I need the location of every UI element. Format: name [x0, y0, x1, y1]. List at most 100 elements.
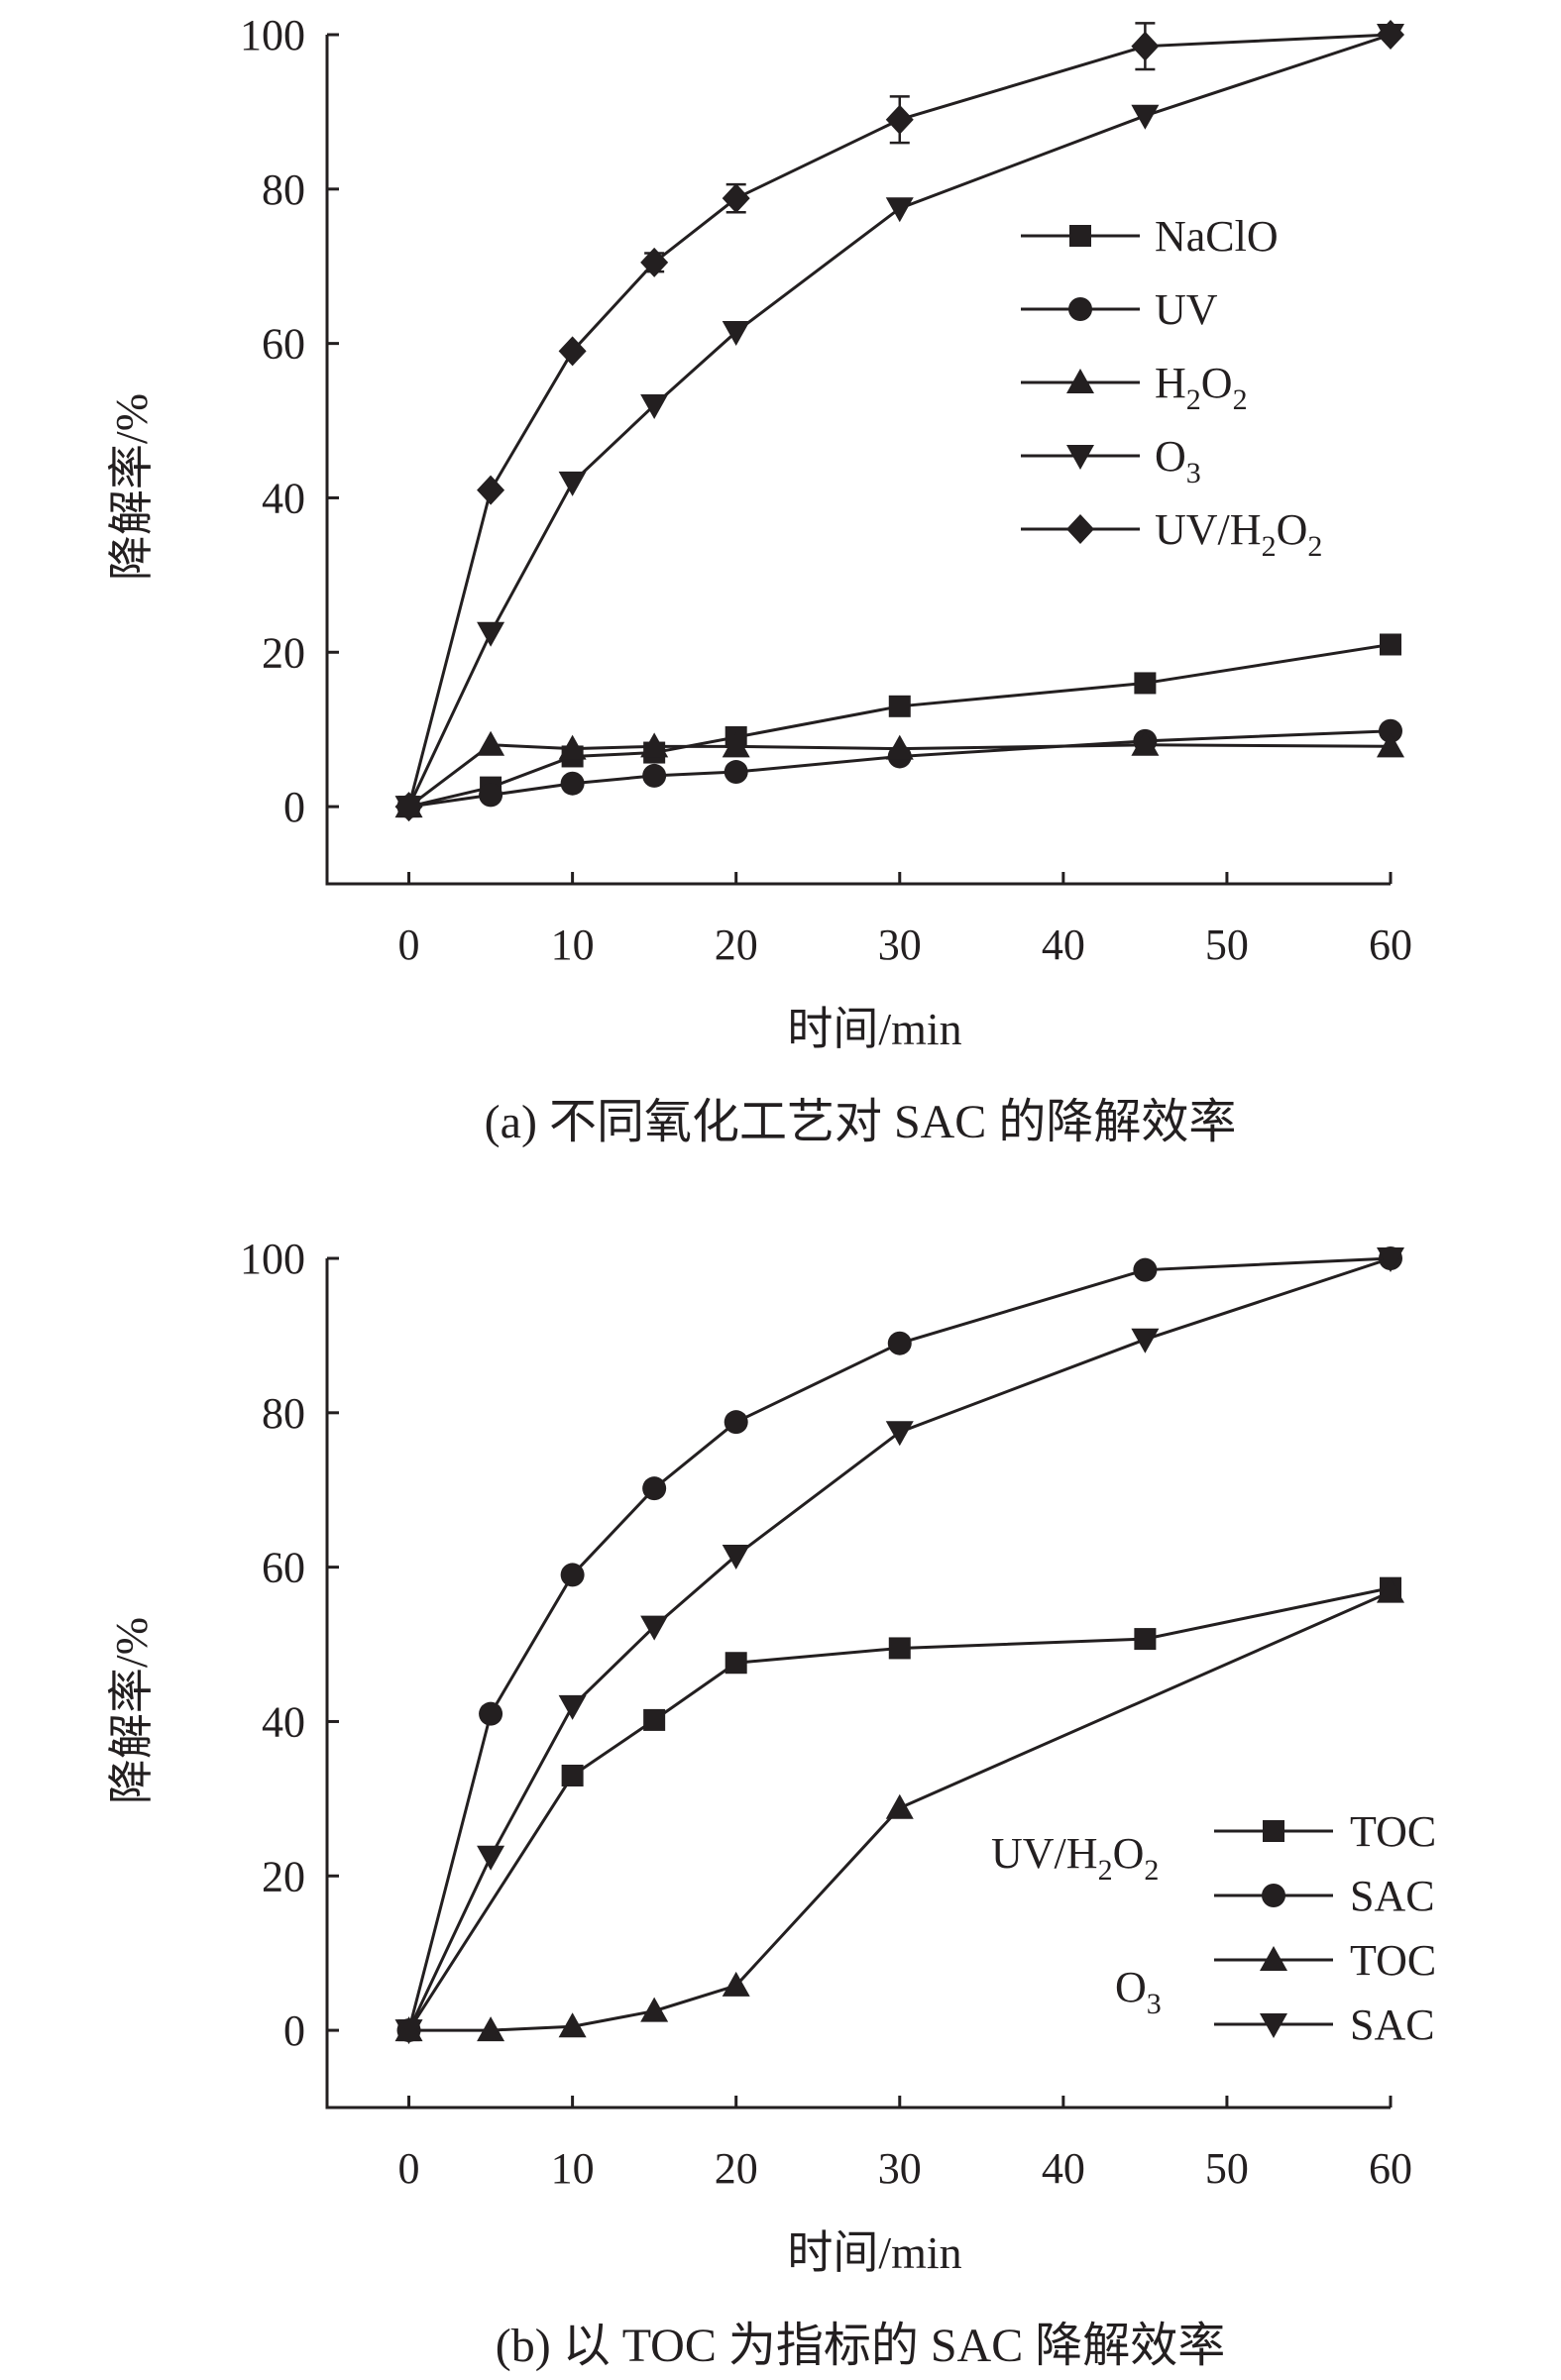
legend-label: TOC — [1350, 1807, 1436, 1856]
data-point — [394, 2019, 423, 2045]
data-point — [1131, 730, 1160, 756]
x-axis-label: 时间/min — [787, 2227, 961, 2278]
x-axis-label: 时间/min — [787, 1004, 961, 1054]
data-point — [724, 760, 748, 785]
data-point — [643, 1708, 666, 1731]
data-point — [888, 1637, 911, 1660]
legend-label: H2O2 — [1155, 359, 1248, 416]
series-2 — [396, 718, 1402, 819]
series-5 — [394, 20, 1404, 822]
y-tick-label: 20 — [262, 1852, 305, 1900]
data-point — [558, 336, 587, 367]
legend-marker — [1066, 514, 1094, 544]
data-point — [640, 393, 669, 419]
data-point — [722, 732, 750, 758]
legend-item: UV/H2O2 — [1021, 505, 1322, 563]
data-point — [640, 732, 669, 758]
y-tick-label: 40 — [262, 1697, 305, 1746]
data-point — [1379, 718, 1402, 743]
y-tick-label: 60 — [262, 1544, 305, 1592]
data-point — [885, 1793, 914, 1819]
x-tick-label: 10 — [551, 2144, 595, 2193]
x-tick-label: 60 — [1369, 920, 1412, 969]
data-point — [1377, 1247, 1404, 1272]
data-point — [1131, 31, 1160, 61]
legend-marker — [1069, 225, 1091, 247]
figure-caption: (b) 以 TOC 为指标的 SAC 降解效率 — [496, 2320, 1225, 2372]
data-point — [394, 792, 423, 822]
data-point — [558, 734, 587, 760]
legend-group-label: O3 — [1115, 1963, 1162, 2020]
legend-label: UV/H2O2 — [1155, 505, 1322, 563]
data-point — [640, 247, 669, 277]
x-tick-label: 60 — [1369, 2144, 1412, 2193]
x-tick-label: 40 — [1042, 920, 1085, 969]
y-tick-label: 60 — [262, 320, 305, 369]
data-point — [722, 183, 750, 214]
x-tick-label: 0 — [398, 920, 420, 969]
series-3 — [394, 1577, 1404, 2042]
legend-marker — [1260, 1946, 1287, 1971]
series-line — [407, 1256, 1392, 2031]
axis-frame — [325, 35, 1391, 886]
legend-label: NaClO — [1155, 212, 1279, 261]
legend-marker — [1262, 1884, 1285, 1907]
legend-item: H2O2 — [1021, 359, 1248, 416]
chart-a: 0 20 40 60 80 100 0 10 20 30 40 50 60 时间/min 降解率/% (a) … — [106, 11, 1412, 1148]
data-point — [479, 783, 503, 808]
y-tick-label: 80 — [262, 165, 305, 214]
data-point — [642, 763, 667, 788]
y-tick-label: 100 — [240, 1235, 305, 1283]
data-point — [885, 734, 914, 760]
data-point — [725, 1652, 747, 1675]
x-tick-label: 30 — [878, 2144, 922, 2193]
data-point — [888, 695, 911, 717]
data-point — [479, 1701, 503, 1726]
data-point — [1134, 672, 1157, 695]
data-point — [1380, 633, 1401, 656]
legend-marker — [1263, 1820, 1284, 1842]
x-tick-label: 30 — [878, 920, 922, 969]
data-point — [477, 1845, 505, 1871]
legend-item: UV — [1021, 285, 1218, 334]
legend: NaClO UV H2O2 O3 UV/H2O2 — [1021, 212, 1322, 563]
data-point — [560, 1563, 585, 1587]
data-point — [477, 475, 505, 505]
legend-marker — [1066, 445, 1094, 470]
y-tick-label: 20 — [262, 628, 305, 677]
legend-marker — [1066, 369, 1094, 393]
legend: TOC SAC TOC SAC UV/H2O2 O3 — [991, 1807, 1436, 2049]
series-line — [408, 729, 1392, 809]
data-point — [561, 1764, 584, 1786]
series-line — [407, 33, 1392, 808]
legend-item: SAC — [1214, 1872, 1435, 1920]
x-tick-label: 50 — [1205, 2144, 1249, 2193]
series-1 — [397, 633, 1401, 818]
data-point — [885, 197, 914, 223]
data-point — [477, 2016, 505, 2042]
y-axis-label: 降解率/% — [106, 393, 157, 581]
legend-item: SAC — [1214, 2001, 1435, 2049]
data-point — [560, 771, 585, 796]
legend-label: TOC — [1350, 1936, 1436, 1985]
legend-label: UV — [1155, 285, 1218, 334]
data-point — [887, 1331, 912, 1355]
y-tick-label: 0 — [283, 2006, 305, 2055]
x-tick-label: 10 — [551, 920, 595, 969]
series-line — [407, 743, 1392, 809]
series-line — [407, 33, 1392, 808]
series-line — [408, 643, 1392, 809]
data-point — [1377, 20, 1404, 50]
legend-group-label: UV/H2O2 — [991, 1829, 1159, 1887]
axis-frame — [325, 1258, 1391, 2110]
series-4 — [394, 1247, 1404, 2045]
legend-item: O3 — [1021, 432, 1201, 489]
legend-item: TOC — [1214, 1936, 1436, 1985]
data-point — [640, 1615, 669, 1641]
legend-marker — [1260, 2013, 1287, 2038]
data-point — [558, 2012, 587, 2038]
legend-item: TOC — [1214, 1807, 1436, 1856]
figure-caption: (a) 不同氧化工艺对 SAC 的降解效率 — [485, 1096, 1237, 1148]
data-point — [1131, 1328, 1160, 1353]
data-point — [640, 1997, 669, 2022]
